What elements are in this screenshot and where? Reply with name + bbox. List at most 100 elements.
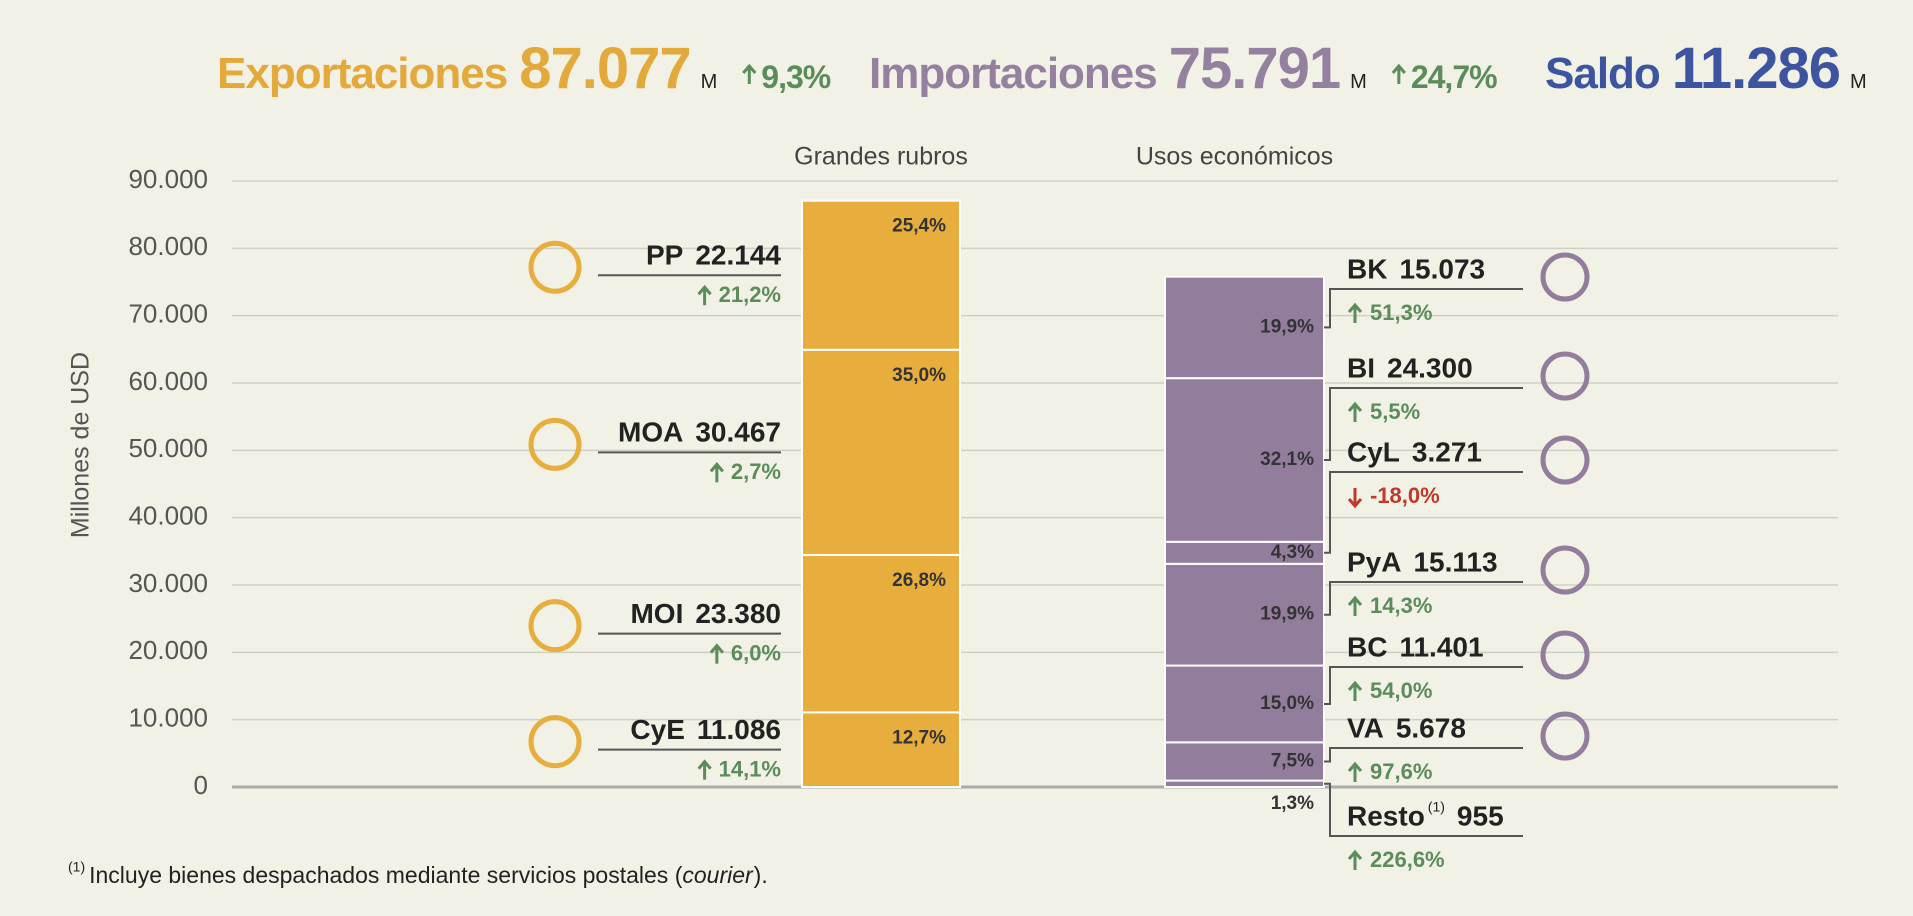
- segment-change: 14,1%: [719, 756, 781, 781]
- share-label: 4,3%: [1271, 542, 1314, 563]
- summary-unit: M: [1350, 71, 1367, 93]
- summary-change: 9,3%: [761, 59, 830, 95]
- trend-arrow: [742, 63, 757, 84]
- trend-arrow: [709, 643, 724, 664]
- share-label: 25,4%: [892, 216, 946, 237]
- segment-value: 11.401: [1399, 631, 1483, 662]
- y-tick-label: 60.000: [128, 366, 208, 396]
- bar-segment: [801, 348, 961, 556]
- share-label: 7,5%: [1271, 750, 1314, 771]
- segment-value: 24.300: [1387, 352, 1473, 383]
- note-mark: (1): [1428, 799, 1445, 815]
- trend-arrow: [1347, 302, 1363, 323]
- segment-value: 30.467: [695, 417, 781, 448]
- y-tick-label: 20.000: [128, 635, 208, 665]
- segment-value: 5.678: [1396, 712, 1466, 743]
- trend-arrow: [1347, 488, 1363, 509]
- share-label: 26,8%: [892, 570, 946, 591]
- summary-label: Exportaciones: [217, 49, 507, 98]
- bar-segment: [1164, 562, 1325, 667]
- y-tick-label: 30.000: [128, 568, 208, 598]
- share-label: 35,0%: [892, 365, 946, 386]
- share-label: 19,9%: [1260, 316, 1314, 337]
- leader-line: [1324, 288, 1523, 329]
- segment-name: MOA: [618, 417, 683, 448]
- summary-value: 11.286: [1672, 36, 1840, 101]
- segment-change: 5,5%: [1370, 399, 1420, 424]
- summary-change: 24,7%: [1411, 59, 1497, 95]
- share-label: 15,0%: [1260, 693, 1314, 714]
- leader-line: [1324, 747, 1523, 763]
- segment-value: 15.113: [1413, 546, 1497, 577]
- trend-arrow: [709, 462, 724, 483]
- trend-arrow: [697, 284, 712, 306]
- segment-name: VA: [1347, 712, 1384, 743]
- segment-name: PyA: [1347, 546, 1401, 577]
- trend-arrow: [1347, 761, 1363, 782]
- segment-name: Resto: [1347, 800, 1425, 831]
- segment-value: 22.144: [695, 240, 781, 271]
- y-tick-label: 70.000: [128, 299, 208, 329]
- icon: [528, 417, 582, 471]
- bar-segment: [801, 711, 961, 788]
- category-label: Grandes rubros: [794, 143, 968, 171]
- icon: [1540, 711, 1590, 761]
- segment-change: 6,0%: [731, 640, 781, 665]
- y-tick-label: 10.000: [128, 703, 208, 733]
- footnote-mark: (1): [68, 859, 85, 875]
- share-label: 1,3%: [1271, 793, 1314, 814]
- summary-value: 75.791: [1169, 36, 1340, 101]
- bar-segment: [1164, 275, 1325, 380]
- footnote-text: Incluye bienes despachados mediante serv…: [89, 862, 683, 888]
- segment-name: BC: [1347, 631, 1387, 662]
- y-tick-label: 40.000: [128, 501, 208, 531]
- segment-name: BK: [1347, 253, 1387, 284]
- segment-name: PP: [646, 240, 683, 271]
- leader-line: [1324, 387, 1523, 461]
- share-label: 19,9%: [1260, 604, 1314, 625]
- segment-value: 23.380: [695, 598, 781, 629]
- summary-unit: M: [1850, 71, 1867, 93]
- icon: [528, 715, 582, 769]
- icon: [528, 240, 582, 294]
- segment-name: BI: [1347, 352, 1375, 383]
- summary-label: Importaciones: [869, 49, 1157, 98]
- bar-segment: [801, 553, 961, 714]
- y-tick-label: 90.000: [128, 164, 208, 194]
- trend-arrow: [1391, 63, 1406, 84]
- segment-value: 11.086: [697, 714, 781, 745]
- icon: [1540, 252, 1590, 302]
- segment-change: 97,6%: [1370, 759, 1432, 784]
- segment-name: CyE: [630, 714, 684, 745]
- segment-value: 15.073: [1399, 253, 1485, 284]
- y-tick-label: 0: [194, 770, 208, 800]
- leader-line: [1324, 581, 1523, 616]
- trend-arrow: [1347, 680, 1363, 701]
- footnote-end: ).: [754, 862, 768, 888]
- icon: [1540, 351, 1590, 401]
- category-label: Usos económicos: [1136, 143, 1333, 171]
- share-label: 12,7%: [892, 727, 946, 748]
- trend-arrow: [1347, 595, 1363, 616]
- trend-arrow: [697, 759, 712, 780]
- icon: [1540, 545, 1590, 595]
- bar-segment: [801, 199, 961, 351]
- leader-line: [1324, 471, 1523, 554]
- leader-line: [1324, 782, 1523, 837]
- share-label: 32,1%: [1260, 449, 1314, 470]
- y-axis-label: Millones de USD: [67, 352, 95, 538]
- icon: [1540, 630, 1590, 680]
- segment-change: -18,0%: [1370, 483, 1440, 508]
- icon: [528, 599, 582, 653]
- segment-change: 2,7%: [731, 459, 781, 484]
- summary-unit: M: [701, 71, 718, 93]
- segment-name: CyL: [1347, 436, 1400, 467]
- y-tick-label: 50.000: [128, 433, 208, 463]
- footnote-italic: courier: [682, 862, 754, 888]
- segment-change: 226,6%: [1370, 847, 1445, 872]
- segment-value: 955: [1457, 800, 1504, 831]
- summary-label: Saldo: [1545, 49, 1660, 98]
- leader-line: [1324, 666, 1523, 705]
- segment-change: 54,0%: [1370, 678, 1432, 703]
